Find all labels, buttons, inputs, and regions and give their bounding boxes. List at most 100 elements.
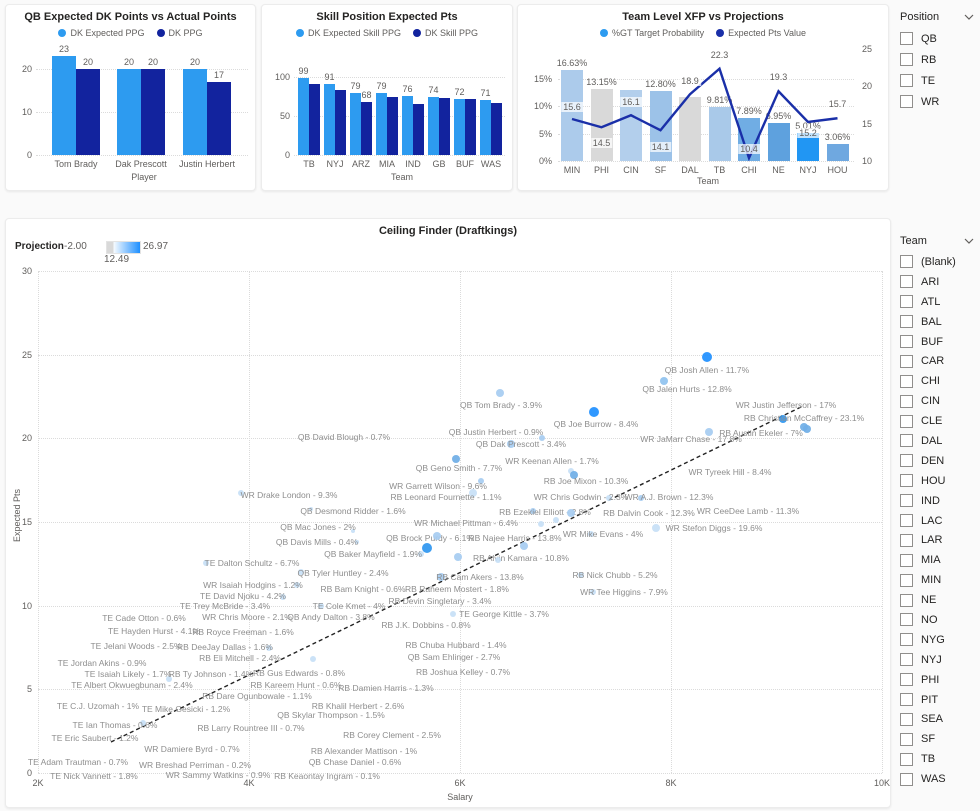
scatter-point[interactable] [452, 455, 460, 463]
bar-dk-expected-skill-ppg-mia[interactable] [376, 93, 387, 155]
scatter-point[interactable] [437, 573, 445, 581]
slicer-item-car[interactable]: CAR [898, 351, 978, 371]
slicer-item-den[interactable]: DEN [898, 451, 978, 471]
bar-dk-skill-ppg-ind[interactable] [413, 104, 424, 155]
scatter-point[interactable] [418, 551, 424, 557]
scatter-point[interactable] [140, 720, 146, 726]
scatter-point[interactable] [294, 582, 300, 588]
slicer-item-min[interactable]: MIN [898, 570, 978, 590]
checkbox[interactable] [900, 53, 913, 66]
bar-dk-ppg-tom-brady[interactable] [76, 69, 100, 155]
bar-chi[interactable] [738, 117, 760, 161]
bar-min[interactable] [561, 69, 583, 161]
bar-dk-expected-ppg-justin-herbert[interactable] [183, 69, 207, 155]
bar-dk-skill-ppg-arz[interactable] [361, 101, 372, 155]
checkbox[interactable] [900, 712, 913, 726]
slicer-item-buf[interactable]: BUF [898, 332, 978, 352]
scatter-point[interactable] [570, 471, 578, 479]
scatter-point[interactable] [266, 645, 272, 651]
checkbox[interactable] [900, 414, 913, 428]
checkbox[interactable] [900, 315, 913, 329]
bar-ne[interactable] [767, 122, 790, 161]
scatter-point[interactable] [590, 589, 596, 595]
slicer-item-ari[interactable]: ARI [898, 272, 978, 292]
slicer-item-pit[interactable]: PIT [898, 690, 978, 710]
scatter-point[interactable] [567, 509, 575, 517]
checkbox[interactable] [900, 553, 913, 567]
checkbox[interactable] [900, 732, 913, 746]
slicer-item-cin[interactable]: CIN [898, 391, 978, 411]
checkbox[interactable] [900, 434, 913, 448]
scatter-point[interactable] [310, 656, 316, 662]
scatter-point[interactable] [705, 428, 713, 436]
scatter-point[interactable] [351, 529, 355, 533]
scatter-point[interactable] [652, 524, 660, 532]
bar-hou[interactable] [826, 144, 849, 161]
checkbox[interactable] [900, 354, 913, 368]
checkbox[interactable] [900, 74, 913, 87]
checkbox[interactable] [900, 673, 913, 687]
scatter-point[interactable] [553, 517, 559, 523]
slicer-item-no[interactable]: NO [898, 610, 978, 630]
scatter-point[interactable] [469, 489, 477, 497]
scatter-point[interactable] [530, 508, 536, 514]
bar-dk-skill-ppg-buf[interactable] [465, 98, 476, 155]
checkbox[interactable] [900, 772, 913, 786]
scatter-point[interactable] [495, 557, 501, 563]
scatter-point[interactable] [538, 521, 544, 527]
scatter-point[interactable] [280, 594, 286, 600]
checkbox[interactable] [900, 693, 913, 707]
scatter-point[interactable] [496, 389, 504, 397]
scatter-point[interactable] [702, 352, 712, 362]
slicer-item-sf[interactable]: SF [898, 729, 978, 749]
scatter-point[interactable] [355, 540, 359, 544]
bar-dk-skill-ppg-gb[interactable] [439, 98, 450, 155]
slicer-item-qb[interactable]: QB [898, 28, 978, 49]
slicer-item-chi[interactable]: CHI [898, 371, 978, 391]
checkbox[interactable] [900, 653, 913, 667]
slicer-item-cle[interactable]: CLE [898, 411, 978, 431]
checkbox[interactable] [900, 454, 913, 468]
scatter-point[interactable] [578, 572, 584, 578]
slicer-item--blank-[interactable]: (Blank) [898, 252, 978, 272]
checkbox[interactable] [900, 295, 913, 309]
checkbox[interactable] [900, 95, 913, 108]
bar-phi[interactable] [590, 88, 613, 161]
slicer-item-te[interactable]: TE [898, 70, 978, 91]
checkbox[interactable] [900, 514, 913, 528]
bar-dk-ppg-dak-prescott[interactable] [141, 69, 165, 155]
checkbox[interactable] [900, 593, 913, 607]
scatter-point[interactable] [203, 560, 209, 566]
slicer-item-nyg[interactable]: NYG [898, 630, 978, 650]
bar-dk-skill-ppg-was[interactable] [491, 102, 502, 155]
scatter-point[interactable] [520, 542, 528, 550]
scatter-point[interactable] [238, 490, 244, 496]
bar-dk-skill-ppg-tb[interactable] [309, 84, 320, 155]
slicer-item-wr[interactable]: WR [898, 91, 978, 112]
checkbox[interactable] [900, 32, 913, 45]
scatter-point[interactable] [298, 569, 304, 575]
scatter-point[interactable] [309, 507, 313, 511]
bar-dk-expected-skill-ppg-ind[interactable] [402, 95, 413, 155]
slicer-item-rb[interactable]: RB [898, 49, 978, 70]
slicer-item-ind[interactable]: IND [898, 491, 978, 511]
slicer-item-ne[interactable]: NE [898, 590, 978, 610]
scatter-point[interactable] [166, 676, 172, 682]
scatter-point[interactable] [589, 407, 599, 417]
chevron-down-icon[interactable] [964, 238, 974, 244]
checkbox[interactable] [900, 613, 913, 627]
scatter-point[interactable] [803, 425, 811, 433]
slicer-item-lar[interactable]: LAR [898, 530, 978, 550]
slicer-item-lac[interactable]: LAC [898, 511, 978, 531]
scatter-point[interactable] [454, 553, 462, 561]
slicer-item-bal[interactable]: BAL [898, 312, 978, 332]
slicer-item-nyj[interactable]: NYJ [898, 650, 978, 670]
slicer-item-mia[interactable]: MIA [898, 550, 978, 570]
checkbox[interactable] [900, 494, 913, 508]
bar-dal[interactable] [679, 96, 701, 161]
checkbox[interactable] [900, 374, 913, 388]
scatter-point[interactable] [606, 495, 612, 501]
slicer-item-tb[interactable]: TB [898, 749, 978, 769]
bar-dk-expected-ppg-dak-prescott[interactable] [117, 69, 141, 155]
slicer-item-atl[interactable]: ATL [898, 292, 978, 312]
